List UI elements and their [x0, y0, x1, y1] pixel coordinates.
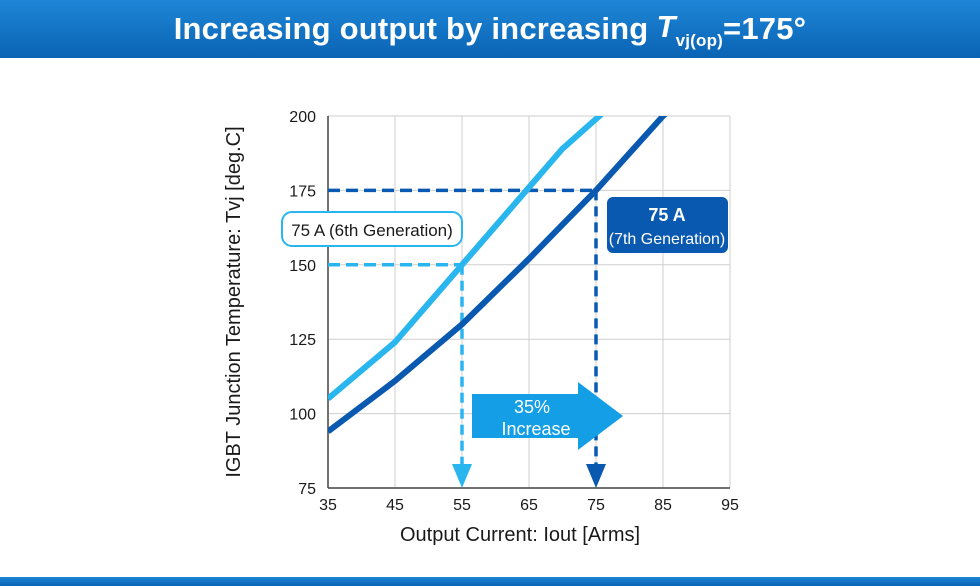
banner-subscript: vj(op) [675, 31, 724, 51]
title-banner: Increasing output by increasing Tvj(op) =… [0, 0, 980, 58]
legend-7th-generation: 75 A (7th Generation) [607, 197, 728, 253]
increase-arrow: 35% Increase [472, 382, 623, 450]
bottom-bar [0, 577, 980, 586]
x-tick-label: 75 [587, 497, 605, 514]
label-6th-generation: 75 A (6th Generation) [291, 221, 453, 240]
label-7th-line1: 75 A [648, 205, 685, 225]
arrow-increase: Increase [501, 419, 570, 439]
y-tick-label: 175 [289, 183, 316, 200]
tick-labels: 35 45 55 65 75 85 95 75 100 125 150 175 200 [289, 109, 739, 514]
x-tick-label: 95 [721, 497, 739, 514]
series-line [328, 116, 668, 434]
x-tick-label: 65 [520, 497, 538, 514]
x-axis-label: Output Current: Iout [Arms] [400, 524, 640, 546]
y-tick-label: 150 [289, 258, 316, 275]
arrow-percent: 35% [514, 397, 550, 417]
banner-symbol: T [656, 8, 676, 44]
plot-frame [327, 116, 730, 489]
y-tick-label: 75 [298, 481, 316, 498]
y-axis-label: IGBT Junction Temperature: Tvj [deg.C] [223, 126, 245, 477]
banner-t-symbol: Tvj(op) [656, 8, 724, 51]
y-tick-label: 100 [289, 407, 316, 424]
legend-6th-generation: 75 A (6th Generation) [281, 211, 463, 247]
x-tick-label: 55 [453, 497, 471, 514]
y-tick-label: 200 [289, 109, 316, 126]
banner-suffix: =175° [723, 11, 807, 46]
down-arrow-icon [452, 464, 472, 488]
series-line [328, 116, 604, 401]
label-7th-line2: (7th Generation) [609, 231, 726, 248]
down-arrow-icon [586, 464, 606, 488]
x-tick-label: 35 [319, 497, 337, 514]
x-tick-label: 85 [654, 497, 672, 514]
y-tick-label: 125 [289, 332, 316, 349]
series-lines [328, 116, 668, 434]
banner-title-prefix: Increasing output by increasing [173, 11, 649, 46]
x-tick-label: 45 [386, 497, 404, 514]
